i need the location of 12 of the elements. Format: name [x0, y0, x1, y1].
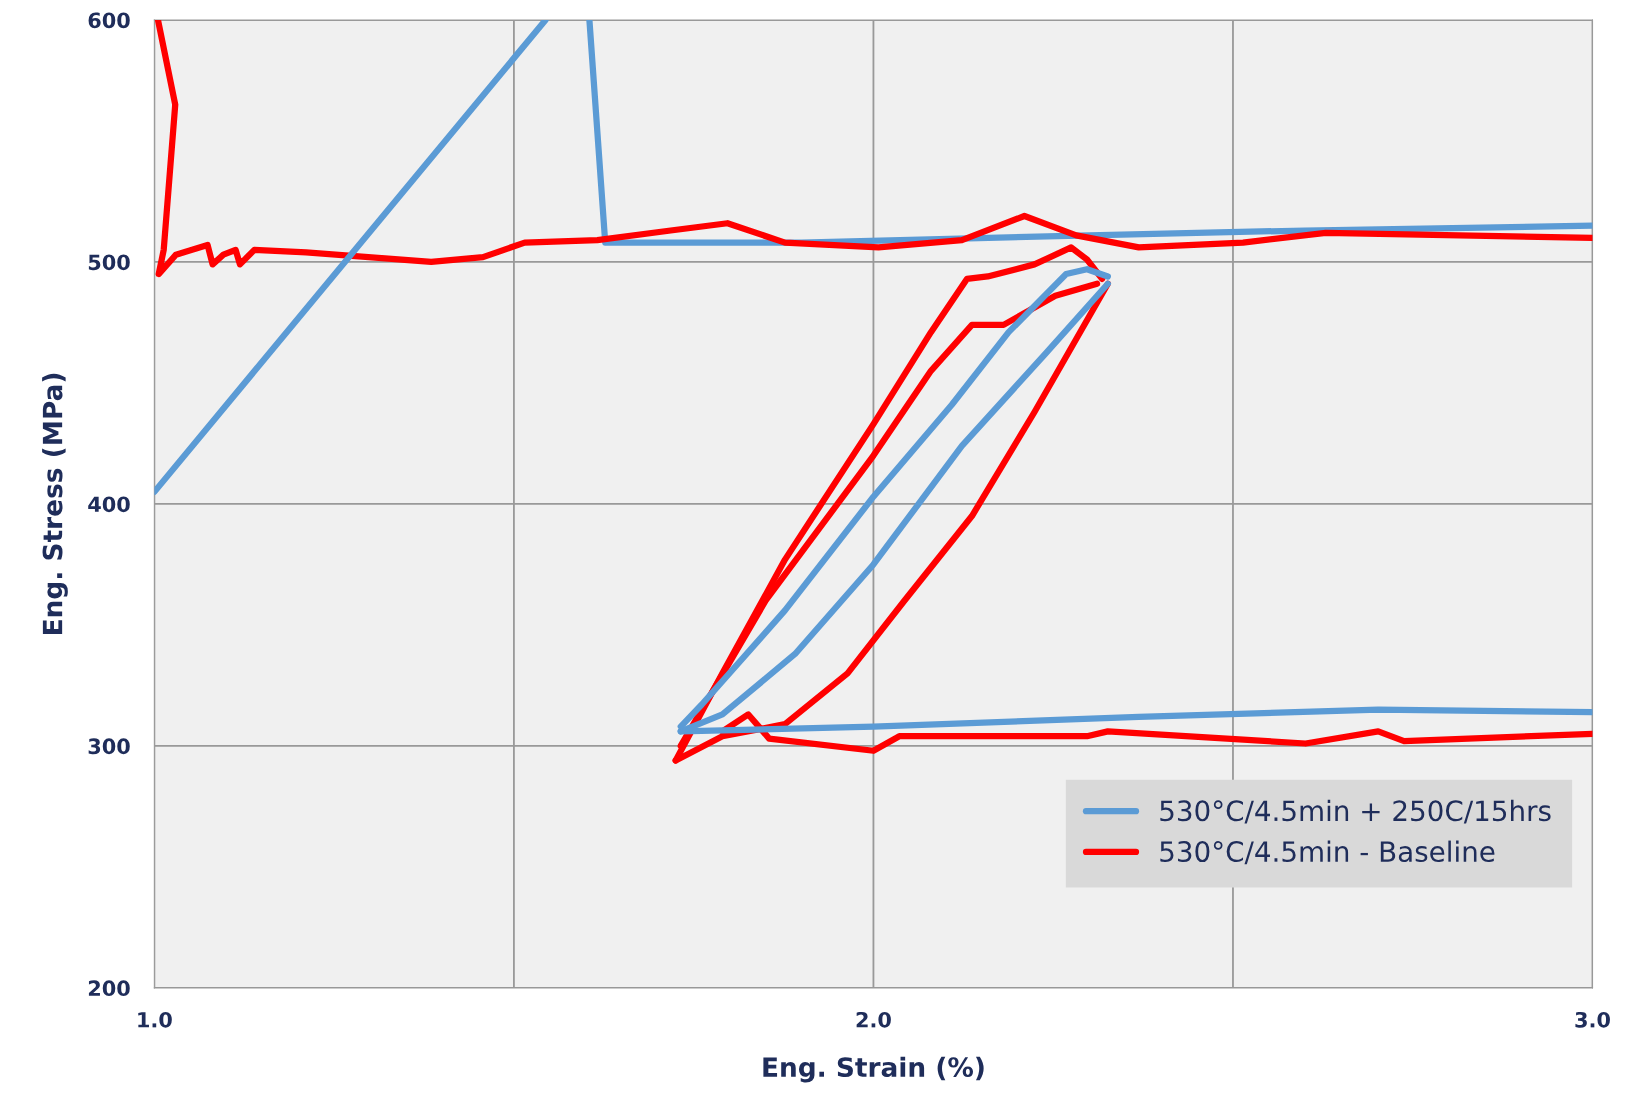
- y-tick-label: 500: [88, 254, 130, 271]
- y-tick-label: 600: [88, 12, 130, 29]
- y-tick-label: 200: [88, 980, 130, 997]
- y-tick-label: 300: [88, 738, 130, 755]
- legend-label: 530°C/4.5min - Baseline: [1160, 840, 1495, 865]
- y-axis-title: Eng. Stress (MPa): [42, 373, 68, 634]
- y-tick-label: 400: [88, 496, 130, 513]
- x-axis-title: Eng. Strain (%): [763, 1056, 984, 1083]
- x-tick-label: 2.0: [856, 1011, 891, 1028]
- x-tick-label: 3.0: [1575, 1011, 1610, 1028]
- legend-label: 530°C/4.5min + 250C/15hrs: [1160, 799, 1551, 824]
- x-tick-label: 1.0: [138, 1011, 172, 1028]
